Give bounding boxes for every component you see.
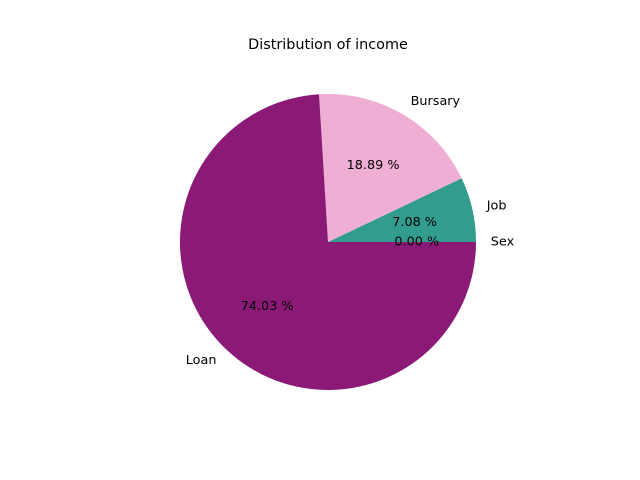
pct-label-bursary: 18.89 %	[347, 158, 400, 173]
chart-title: Distribution of income	[248, 37, 408, 53]
slice-label-job: Job	[486, 199, 507, 214]
pct-label-loan: 74.03 %	[241, 299, 294, 314]
pie-slice-bursary	[318, 93, 462, 243]
slice-label-sex: Sex	[491, 235, 515, 250]
slice-label-bursary: Bursary	[411, 94, 461, 109]
pie-slice-loan	[180, 94, 476, 390]
slice-label-loan: Loan	[186, 353, 217, 368]
pct-label-job: 7.08 %	[392, 215, 437, 230]
pie-slice-job	[328, 178, 476, 242]
pie-slices	[180, 93, 476, 390]
pct-label-sex: 0.00 %	[394, 235, 439, 250]
pie-labels: Sex 0.00 % Job 7.08 % Bursary 18.89 % Loan 74.0…	[186, 94, 515, 368]
